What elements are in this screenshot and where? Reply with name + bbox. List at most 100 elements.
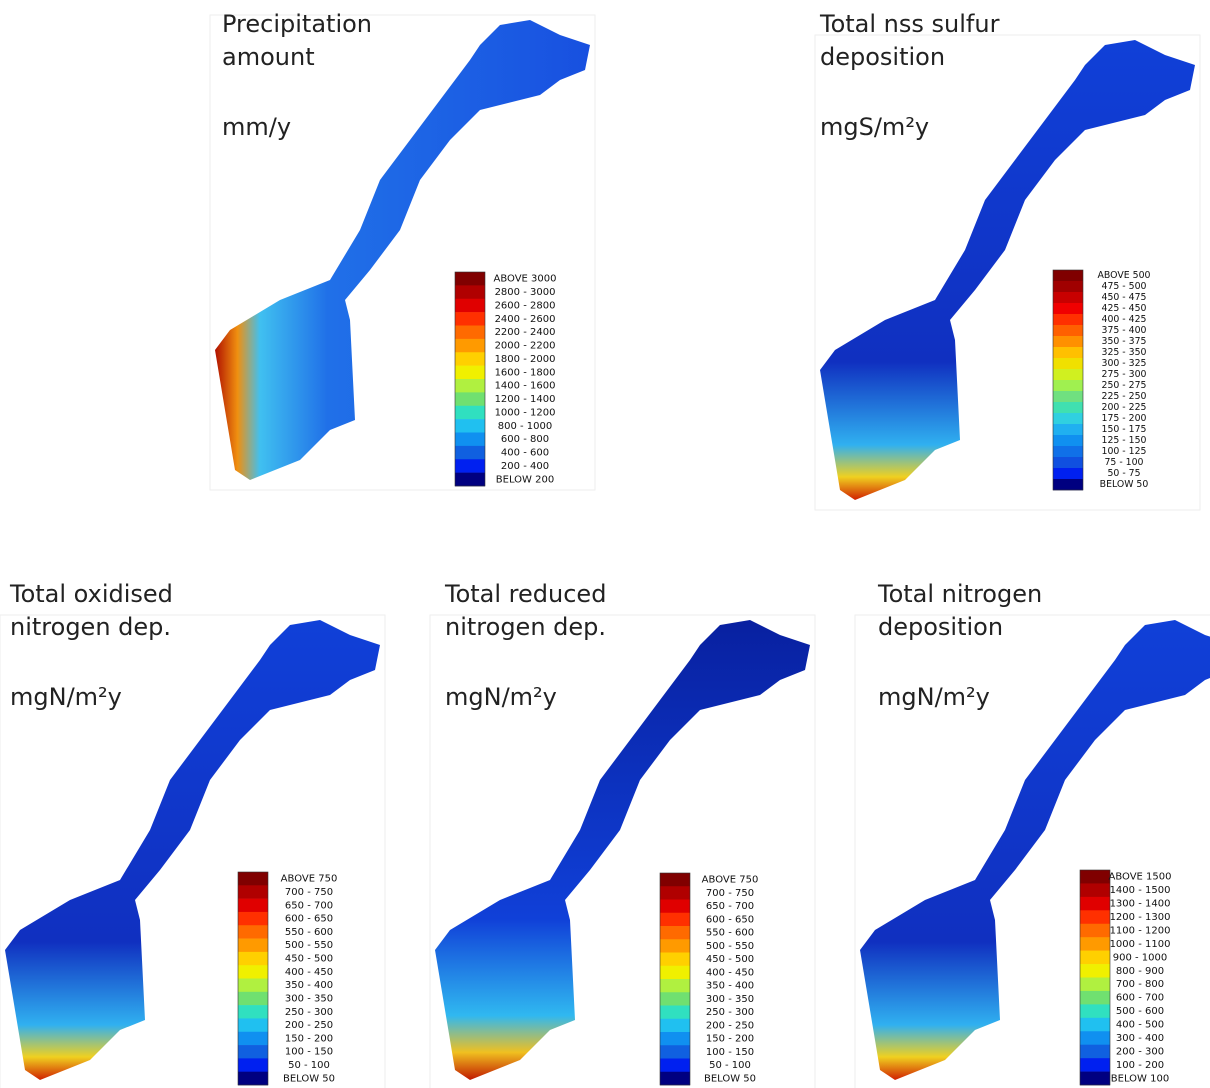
legend-swatch	[455, 472, 485, 487]
panel-title: nitrogen dep.	[10, 613, 171, 641]
legend-label: 500 - 600	[1116, 1006, 1164, 1017]
legend-label: 700 - 750	[285, 887, 333, 898]
legend-label: 900 - 1000	[1113, 952, 1168, 963]
legend-swatch	[1080, 870, 1110, 884]
legend-label: 1600 - 1800	[495, 367, 556, 378]
legend-swatch	[238, 925, 268, 939]
legend-label: 600 - 800	[501, 434, 549, 445]
legend-swatch	[1053, 369, 1083, 381]
legend-swatch	[1080, 1004, 1110, 1019]
legend-label: 250 - 300	[706, 1007, 754, 1018]
legend-swatch	[660, 899, 690, 914]
legend-swatch	[1080, 1031, 1110, 1045]
legend-swatch	[455, 365, 485, 380]
legend-swatch	[455, 459, 485, 473]
legend-label: 1300 - 1400	[1110, 899, 1171, 910]
legend-label: 200 - 300	[1116, 1046, 1164, 1057]
panel-unit: mgN/m²y	[878, 683, 990, 711]
legend-swatch	[455, 445, 485, 460]
legend-label: 125 - 150	[1102, 435, 1147, 446]
legend-label: ABOVE 750	[281, 874, 338, 885]
legend-swatch	[455, 298, 485, 313]
panel-title: amount	[222, 43, 315, 71]
panel: Total oxidised nitrogen dep. mgN/m²y ABOVE …	[0, 580, 386, 1088]
legend-swatch	[455, 352, 485, 366]
legend-swatch	[1080, 950, 1110, 965]
legend-swatch	[660, 1045, 690, 1059]
legend-label: BELOW 50	[1100, 479, 1149, 490]
legend-label: 475 - 500	[1102, 281, 1147, 292]
panel-title: Total oxidised	[9, 580, 173, 608]
legend-label: 100 - 125	[1102, 446, 1147, 457]
legend-label: 1100 - 1200	[1110, 925, 1171, 936]
panel: Total nitrogen deposition mgN/m²y ABOVE 150…	[854, 580, 1210, 1088]
legend-swatch	[1053, 424, 1083, 436]
legend-swatch	[238, 1018, 268, 1033]
legend-swatch	[660, 965, 690, 980]
legend-label: 1000 - 1200	[495, 407, 556, 418]
legend-label: 450 - 475	[1102, 292, 1147, 303]
legend-label: 225 - 250	[1102, 391, 1147, 402]
panel-title: Total reduced	[444, 580, 606, 608]
legend-swatch	[238, 978, 268, 993]
legend-label: 250 - 300	[285, 1007, 333, 1018]
legend-swatch	[1080, 1058, 1110, 1072]
legend-label: 400 - 600	[501, 448, 549, 459]
legend-swatch	[1053, 270, 1083, 282]
legend-swatch	[238, 1058, 268, 1072]
legend-label: 150 - 175	[1102, 424, 1147, 435]
legend-label: 300 - 350	[285, 993, 333, 1004]
legend-label: 1400 - 1500	[1110, 885, 1171, 896]
legend-swatch	[238, 1045, 268, 1059]
legend-label: 2000 - 2200	[495, 341, 556, 352]
legend-label: ABOVE 3000	[493, 274, 556, 285]
legend-swatch	[1080, 896, 1110, 911]
legend-label: 150 - 200	[285, 1033, 333, 1044]
panel: Total reduced nitrogen dep. mgN/m²y ABOVE 7…	[429, 580, 816, 1088]
legend-label: 800 - 1000	[498, 421, 553, 432]
panel: Total nss sulfur deposition mgS/m²y ABOVE 5…	[814, 10, 1201, 511]
panel-title: deposition	[820, 43, 945, 71]
legend-swatch	[1053, 358, 1083, 370]
legend-swatch	[1053, 336, 1083, 348]
legend-swatch	[1053, 314, 1083, 326]
legend-swatch	[660, 886, 690, 900]
legend-label: 1200 - 1400	[495, 394, 556, 405]
legend-swatch	[1080, 937, 1110, 951]
legend-label: 400 - 425	[1102, 314, 1147, 325]
legend-label: 300 - 400	[1116, 1033, 1164, 1044]
legend-swatch	[660, 912, 690, 927]
legend-label: 700 - 800	[1116, 979, 1164, 990]
legend-label: 100 - 200	[1116, 1060, 1164, 1071]
legend-label: 800 - 900	[1116, 966, 1164, 977]
legend-swatch	[660, 1032, 690, 1046]
legend-swatch	[660, 952, 690, 967]
legend-swatch	[660, 1071, 690, 1086]
legend-swatch	[1080, 910, 1110, 925]
legend-border	[1079, 869, 1111, 1086]
legend-swatch	[660, 1018, 690, 1033]
legend-swatch	[1053, 292, 1083, 304]
legend-label: 325 - 350	[1102, 347, 1147, 358]
legend-border	[237, 871, 269, 1086]
legend-border	[454, 271, 486, 487]
legend-swatch	[238, 1031, 268, 1046]
legend-swatch	[1053, 435, 1083, 447]
legend-swatch	[455, 419, 485, 433]
legend-swatch	[238, 872, 268, 886]
legend-label: 100 - 150	[285, 1047, 333, 1058]
legend-label: 50 - 75	[1107, 468, 1140, 479]
legend-label: 375 - 400	[1102, 325, 1147, 336]
legend-label: BELOW 200	[496, 474, 554, 485]
legend-label: 100 - 150	[706, 1047, 754, 1058]
legend-label: 275 - 300	[1102, 369, 1147, 380]
legend-label: 2600 - 2800	[495, 300, 556, 311]
legend-swatch	[1053, 281, 1083, 293]
legend-label: 600 - 650	[706, 914, 754, 925]
panel-unit: mm/y	[222, 113, 291, 141]
legend-label: 550 - 600	[285, 927, 333, 938]
legend-label: 350 - 375	[1102, 336, 1147, 347]
legend-label: 2800 - 3000	[495, 287, 556, 298]
legend-swatch	[660, 992, 690, 1006]
